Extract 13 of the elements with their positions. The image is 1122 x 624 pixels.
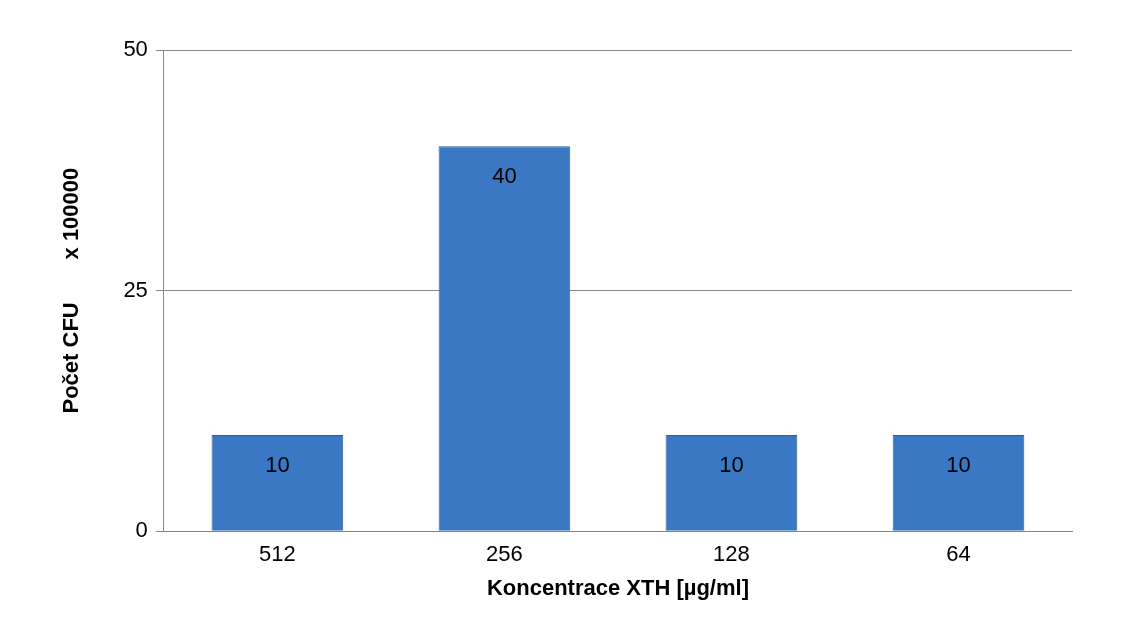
y-tick-label: 50	[123, 36, 148, 62]
x-tick-label: 128	[713, 541, 750, 567]
x-axis-title: Koncentrace XTH [µg/ml]	[486, 574, 749, 600]
x-tick-label: 64	[946, 541, 971, 567]
data-label: 10	[719, 452, 744, 478]
y-tick-label: 25	[123, 276, 148, 302]
data-label: 10	[265, 452, 290, 478]
data-label: 10	[946, 452, 971, 478]
y-tick-label: 0	[135, 517, 148, 543]
x-tick-label: 256	[486, 541, 523, 567]
y-axis-title: Počet CFU x 100000	[58, 167, 84, 414]
data-label: 40	[492, 163, 517, 189]
x-tick-label: 512	[259, 541, 296, 567]
